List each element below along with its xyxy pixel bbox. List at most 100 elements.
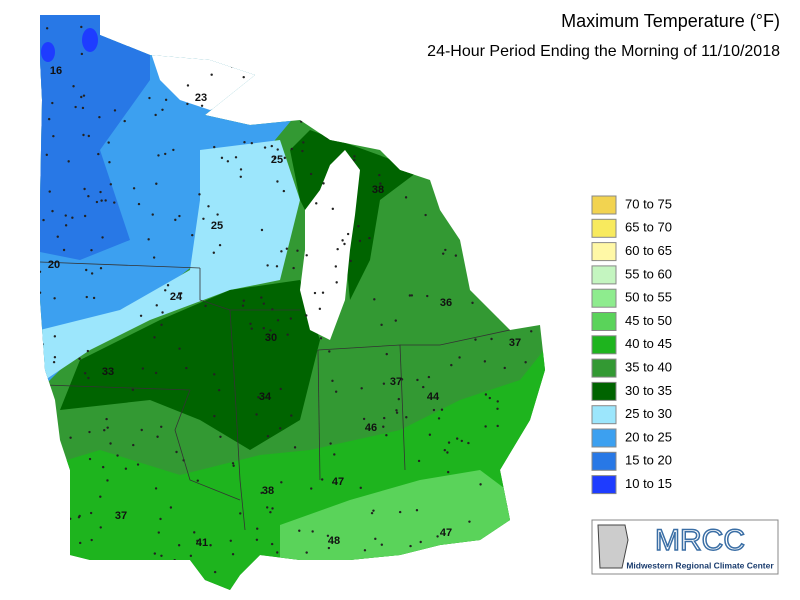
station-dot [276, 551, 279, 554]
station-dot [232, 464, 235, 467]
station-dot [318, 307, 322, 311]
station-dot [415, 508, 419, 512]
station-dot [380, 323, 383, 327]
legend-swatch [591, 242, 617, 262]
station-dot [48, 190, 51, 193]
legend-label: 50 to 55 [625, 290, 672, 305]
station-dot [359, 486, 362, 490]
station-dot [166, 284, 170, 287]
station-dot [427, 375, 431, 379]
station-dot [113, 201, 116, 204]
station-dot [328, 350, 331, 353]
station-dot [319, 337, 323, 340]
station-dot [374, 537, 377, 541]
station-dot [273, 157, 276, 160]
station-dot [239, 168, 243, 171]
station-dot [450, 363, 453, 367]
station-label: 48 [328, 535, 340, 547]
station-dot [89, 511, 93, 515]
station-dot [422, 385, 425, 389]
logo-icon [597, 524, 629, 569]
station-dot [266, 264, 269, 267]
station-dot [255, 413, 258, 416]
station-dot [432, 408, 436, 412]
station-dot [147, 238, 150, 241]
station-dot [80, 52, 84, 56]
station-dot [443, 448, 447, 452]
station-dot [40, 291, 42, 294]
legend-swatch [591, 335, 617, 355]
station-label: 36 [440, 297, 452, 309]
station-dot [467, 441, 470, 445]
station-dot [442, 252, 445, 255]
station-dot [213, 373, 216, 376]
station-dot [80, 25, 83, 29]
station-label: 41 [196, 537, 208, 549]
station-dot [92, 296, 96, 300]
logo-acronym: MRCC [655, 524, 745, 557]
station-dot [301, 149, 304, 153]
station-label: 20 [48, 259, 60, 271]
station-dot [107, 141, 110, 144]
station-dot [99, 526, 102, 529]
station-dot [256, 527, 259, 530]
station-dot [283, 156, 287, 160]
station-dot [327, 546, 331, 550]
station-dot [382, 382, 386, 385]
legend-label: 55 to 60 [625, 266, 672, 281]
legend-swatch [591, 428, 617, 448]
station-dot [196, 479, 199, 482]
station-dot [263, 146, 267, 149]
station-dot [90, 248, 93, 252]
station-label: 37 [509, 337, 521, 349]
station-dot [186, 84, 190, 87]
station-dot [139, 314, 143, 317]
station-dot [357, 225, 360, 228]
station-dot [329, 442, 332, 445]
station-dot [151, 213, 154, 216]
station-dot [279, 387, 282, 391]
station-dot [77, 516, 81, 519]
station-dot [269, 511, 272, 514]
station-dot [141, 367, 145, 370]
station-dot [262, 302, 266, 305]
station-label: 38 [372, 184, 384, 196]
station-dot [290, 147, 293, 151]
station-label: 46 [365, 422, 377, 434]
legend-swatch [591, 358, 617, 378]
station-dot [51, 101, 54, 105]
legend-swatch [591, 195, 617, 215]
station-dot [488, 396, 492, 400]
station-dot [80, 95, 83, 99]
station-dot [503, 366, 506, 370]
station-dot [266, 506, 269, 509]
station-dot [530, 330, 533, 333]
station-dot [210, 73, 213, 76]
station-dot [67, 160, 70, 163]
station-dot [169, 506, 173, 509]
station-dot [343, 242, 346, 246]
station-dot [242, 75, 245, 79]
station-dot [186, 102, 189, 106]
station-dot [460, 439, 463, 443]
station-dot [408, 294, 412, 297]
station-dot [185, 366, 188, 370]
station-dot [213, 570, 217, 574]
station-dot [177, 292, 181, 295]
station-dot [360, 387, 363, 390]
station-dot [483, 360, 487, 363]
station-dot [282, 189, 286, 193]
station-dot [496, 424, 499, 428]
station-label: 47 [332, 476, 344, 488]
station-dot [218, 243, 222, 247]
station-dot [436, 535, 439, 538]
station-dot [370, 511, 374, 515]
station-dot [161, 108, 164, 112]
station-dot [484, 393, 488, 396]
station-label: 16 [50, 65, 62, 77]
station-dot [100, 199, 103, 202]
station-dot [334, 265, 338, 268]
station-dot [153, 336, 156, 339]
station-dot [101, 236, 104, 239]
station-dot [159, 517, 162, 521]
